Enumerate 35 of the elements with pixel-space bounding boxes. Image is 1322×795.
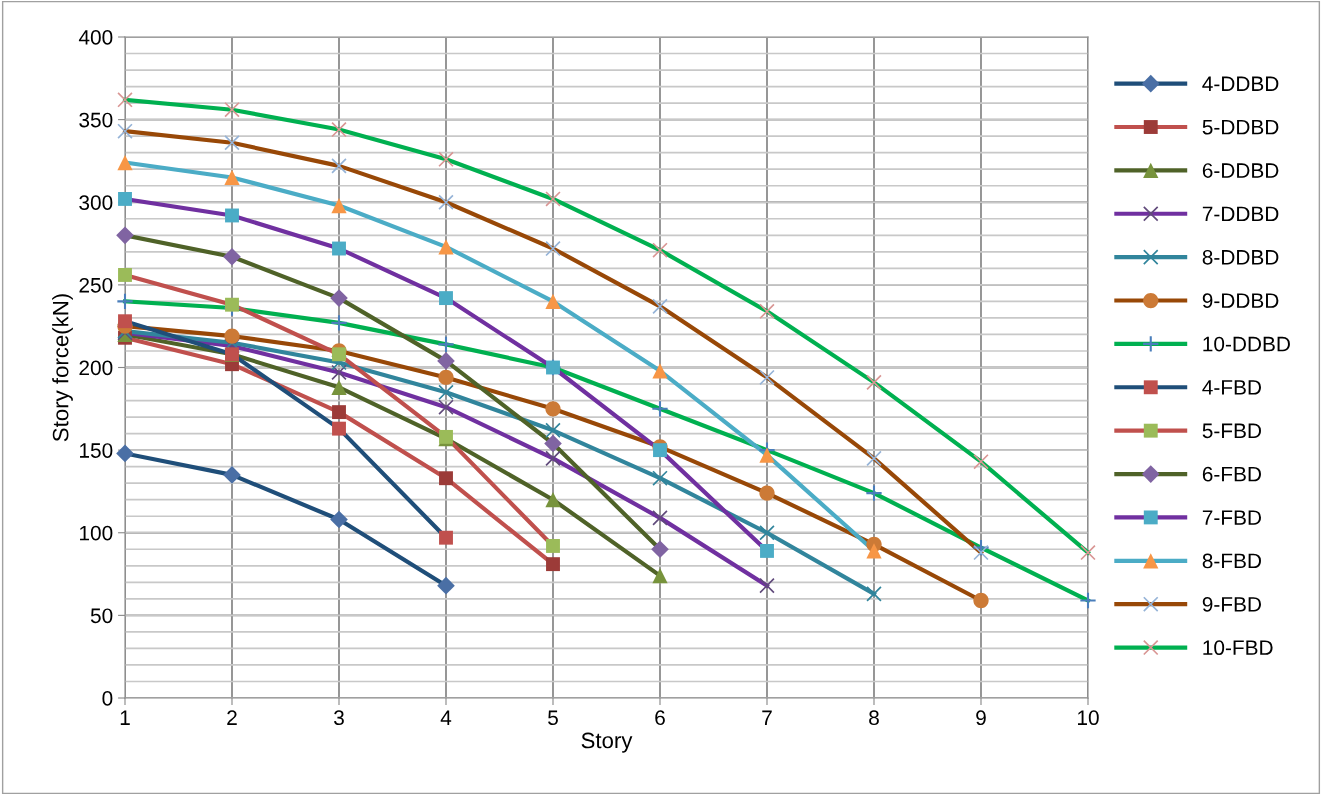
legend-label: 6-DDBD (1202, 163, 1279, 178)
legend-label: 5-DDBD (1202, 119, 1279, 135)
legend-label: 4-FBD (1202, 380, 1261, 395)
legend-label: 9-FBD (1202, 596, 1261, 612)
x-tick-label: 4 (440, 710, 452, 725)
x-tick-label: 2 (227, 710, 237, 725)
y-tick-label: 400 (78, 30, 113, 45)
x-tick-label: 3 (334, 710, 344, 726)
y-tick-label: 300 (79, 195, 113, 210)
x-tick-label: 7 (762, 710, 772, 725)
y-tick-label: 250 (79, 277, 113, 293)
legend-label: 5-FBD (1202, 423, 1261, 439)
legend-label: 4-DDBD (1202, 76, 1279, 91)
y-tick-label: 150 (80, 443, 113, 458)
y-tick-label: 0 (102, 691, 113, 706)
x-tick-label: 10 (1078, 710, 1099, 726)
legend-label: 8-FBD (1202, 553, 1261, 569)
legend-label: 7-DDBD (1202, 206, 1279, 222)
x-axis-title: Story (581, 732, 633, 753)
x-tick-label: 8 (869, 710, 879, 726)
y-tick-label: 100 (80, 525, 113, 541)
y-axis-title: Story force(kN) (52, 294, 73, 442)
x-tick-label: 9 (976, 710, 986, 726)
y-tick-label: 50 (90, 608, 113, 624)
legend-label: 10-DDBD (1203, 336, 1290, 352)
legend-label: 7-FBD (1202, 510, 1261, 525)
legend-label: 10-FBD (1203, 640, 1273, 656)
legend-label: 9-DDBD (1202, 293, 1279, 309)
y-tick-label: 200 (79, 360, 113, 376)
legend-label: 8-DDBD (1202, 249, 1279, 265)
legend-label: 6-FBD (1202, 466, 1261, 482)
x-tick-label: 1 (120, 710, 130, 725)
x-tick-label: 5 (548, 710, 558, 726)
x-tick-label: 6 (655, 710, 665, 726)
y-tick-label: 350 (79, 112, 113, 128)
